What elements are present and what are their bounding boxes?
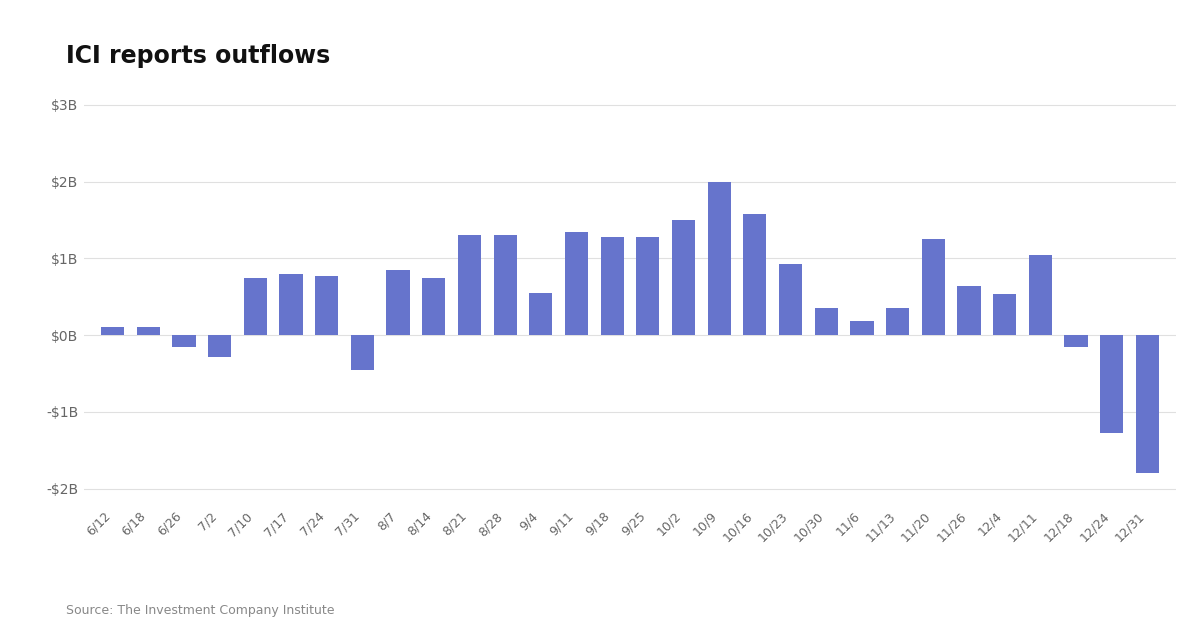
Bar [779,264,802,335]
Bar [600,237,624,335]
Bar [493,236,517,335]
Bar [422,278,445,335]
Bar [743,214,767,335]
Bar [1136,335,1159,473]
Bar [458,236,481,335]
Bar [565,232,588,335]
Text: Source: The Investment Company Institute: Source: The Investment Company Institute [66,604,335,617]
Text: ICI reports outflows: ICI reports outflows [66,44,330,68]
Bar [316,276,338,335]
Bar [958,286,980,335]
Bar [101,328,124,335]
Bar [994,294,1016,335]
Bar [672,220,695,335]
Bar [280,274,302,335]
Bar [529,293,552,335]
Bar [386,270,409,335]
Bar [1028,255,1052,335]
Bar [1100,335,1123,433]
Bar [886,308,910,335]
Bar [636,237,660,335]
Bar [208,335,232,357]
Bar [1064,335,1087,347]
Bar [922,239,944,335]
Bar [851,321,874,335]
Bar [173,335,196,347]
Bar [708,181,731,335]
Bar [137,328,160,335]
Bar [815,308,838,335]
Bar [350,335,374,370]
Bar [244,278,266,335]
